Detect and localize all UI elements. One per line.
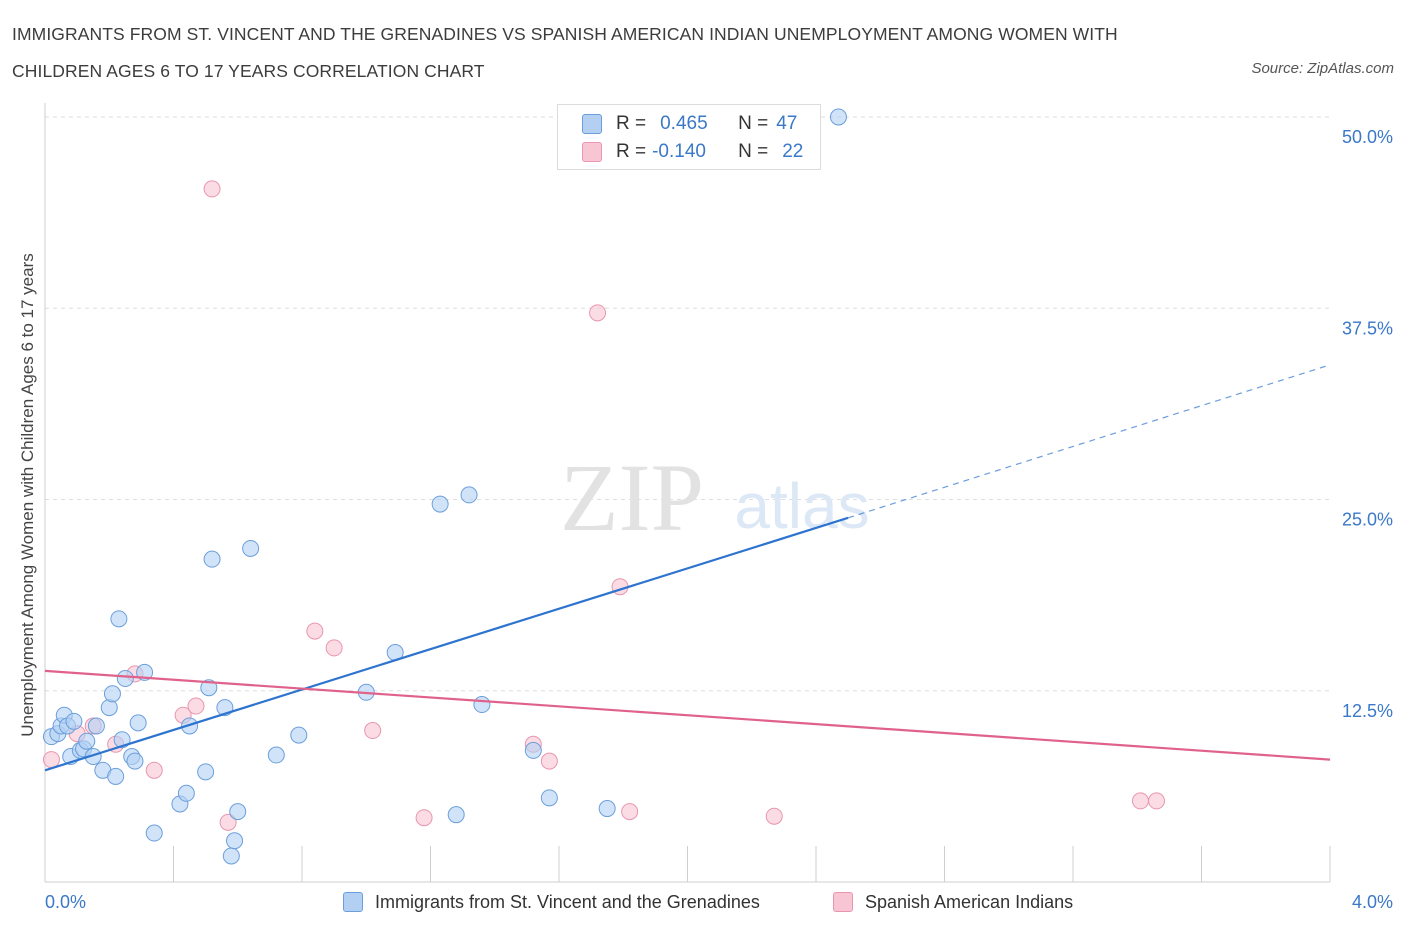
pink-data-point (364, 722, 382, 740)
pink-data-point (187, 697, 205, 715)
pink-data-point (1148, 792, 1166, 810)
y-tick-label: 50.0% (1342, 127, 1393, 147)
pink-data-point (203, 180, 221, 198)
blue-data-point (200, 679, 218, 697)
y-tick-labels: 12.5% 25.0% 37.5% 50.0% (1342, 127, 1393, 721)
pink-data-point (145, 761, 163, 779)
bottom-legend-label-blue: Immigrants from St. Vincent and the Gren… (375, 891, 760, 912)
blue-data-point (145, 824, 163, 842)
x-ticks (44, 846, 1331, 882)
legend-r-label-pink: R = (616, 141, 647, 162)
blue-data-point (447, 806, 465, 824)
y-tick-label: 25.0% (1342, 510, 1393, 530)
blue-data-point (598, 800, 616, 818)
blue-data-point (229, 803, 247, 821)
pink-data-point (325, 639, 343, 657)
pink-data-point (1131, 792, 1149, 810)
bottom-legend-swatch-pink (833, 892, 853, 912)
x-tick-label-max: 4.0% (1352, 892, 1393, 912)
watermark-atlas: atlas (734, 470, 869, 542)
legend-r-value-blue: 0.465 (660, 113, 708, 134)
x-tick-labels: 0.0% 4.0% (45, 892, 1393, 912)
legend-r-label-blue: R = (616, 113, 647, 134)
blue-data-point (267, 746, 285, 764)
blue-data-point (103, 685, 121, 703)
grid-lines (45, 116, 1330, 692)
pink-data-point (621, 803, 639, 821)
watermark: ZIP atlas (560, 444, 870, 551)
blue-data-point (290, 726, 308, 744)
pink-data-point (589, 304, 607, 322)
bottom-legend-label-pink: Spanish American Indians (865, 891, 1074, 912)
x-tick-label-min: 0.0% (45, 892, 86, 912)
blue-data-point (65, 712, 83, 730)
pink-trend-line (44, 669, 1331, 761)
blue-data-point (126, 752, 144, 770)
bottom-legend-swatch-blue (343, 892, 363, 912)
blue-data-point (222, 847, 240, 865)
pink-data-point (219, 813, 237, 831)
legend-swatch-blue (582, 114, 602, 134)
blue-data-point (197, 763, 215, 781)
blue-data-point (87, 717, 105, 735)
legend-r-value-pink: -0.140 (652, 141, 706, 162)
blue-data-point (524, 741, 542, 759)
blue-data-point (226, 832, 244, 850)
legend-n-value-blue: 47 (776, 113, 798, 134)
blue-data-point (116, 670, 134, 688)
pink-data-point (540, 752, 558, 770)
y-tick-label: 12.5% (1342, 701, 1393, 721)
legend-n-label-pink: N = (738, 141, 769, 162)
blue-data-point (177, 784, 195, 802)
blue-data-point (473, 696, 491, 714)
pink-data-point (415, 809, 433, 827)
blue-data-point (460, 486, 478, 504)
blue-data-point (107, 767, 125, 785)
bottom-legend-item-blue: Immigrants from St. Vincent and the Gren… (343, 888, 760, 916)
blue-data-point (431, 495, 449, 513)
legend-row-pink: R = -0.140 N = 22 (582, 138, 803, 166)
blue-data-point (829, 108, 847, 126)
blue-data-point (242, 539, 260, 557)
blue-trend-line (44, 516, 849, 772)
chart-title: IMMIGRANTS FROM ST. VINCENT AND THE GREN… (12, 24, 1118, 81)
blue-trend-line-extension (847, 364, 1331, 519)
blue-data-point (110, 610, 128, 628)
bottom-legend-item-pink: Spanish American Indians (833, 888, 1073, 916)
pink-data-point (765, 807, 783, 825)
blue-data-point (100, 699, 118, 717)
legend-swatch-pink (582, 142, 602, 162)
pink-data-point (306, 622, 324, 640)
legend-row-blue: R = 0.465 N = 47 (582, 110, 797, 138)
blue-data-point (203, 550, 221, 568)
source-label: Source: ZipAtlas.com (1251, 60, 1394, 77)
blue-data-point (540, 789, 558, 807)
correlation-legend: R = 0.465 N = 47 R = -0.140 N = 22 (557, 104, 821, 170)
blue-data-point (78, 732, 96, 750)
y-tick-label: 37.5% (1342, 318, 1393, 338)
pink-data-point (42, 751, 60, 769)
blue-series (42, 108, 847, 865)
trend-lines (44, 364, 1331, 772)
legend-n-value-pink: 22 (782, 141, 804, 162)
legend-n-label-blue: N = (738, 113, 769, 134)
watermark-zip: ZIP (560, 444, 704, 551)
blue-data-point (129, 714, 147, 732)
